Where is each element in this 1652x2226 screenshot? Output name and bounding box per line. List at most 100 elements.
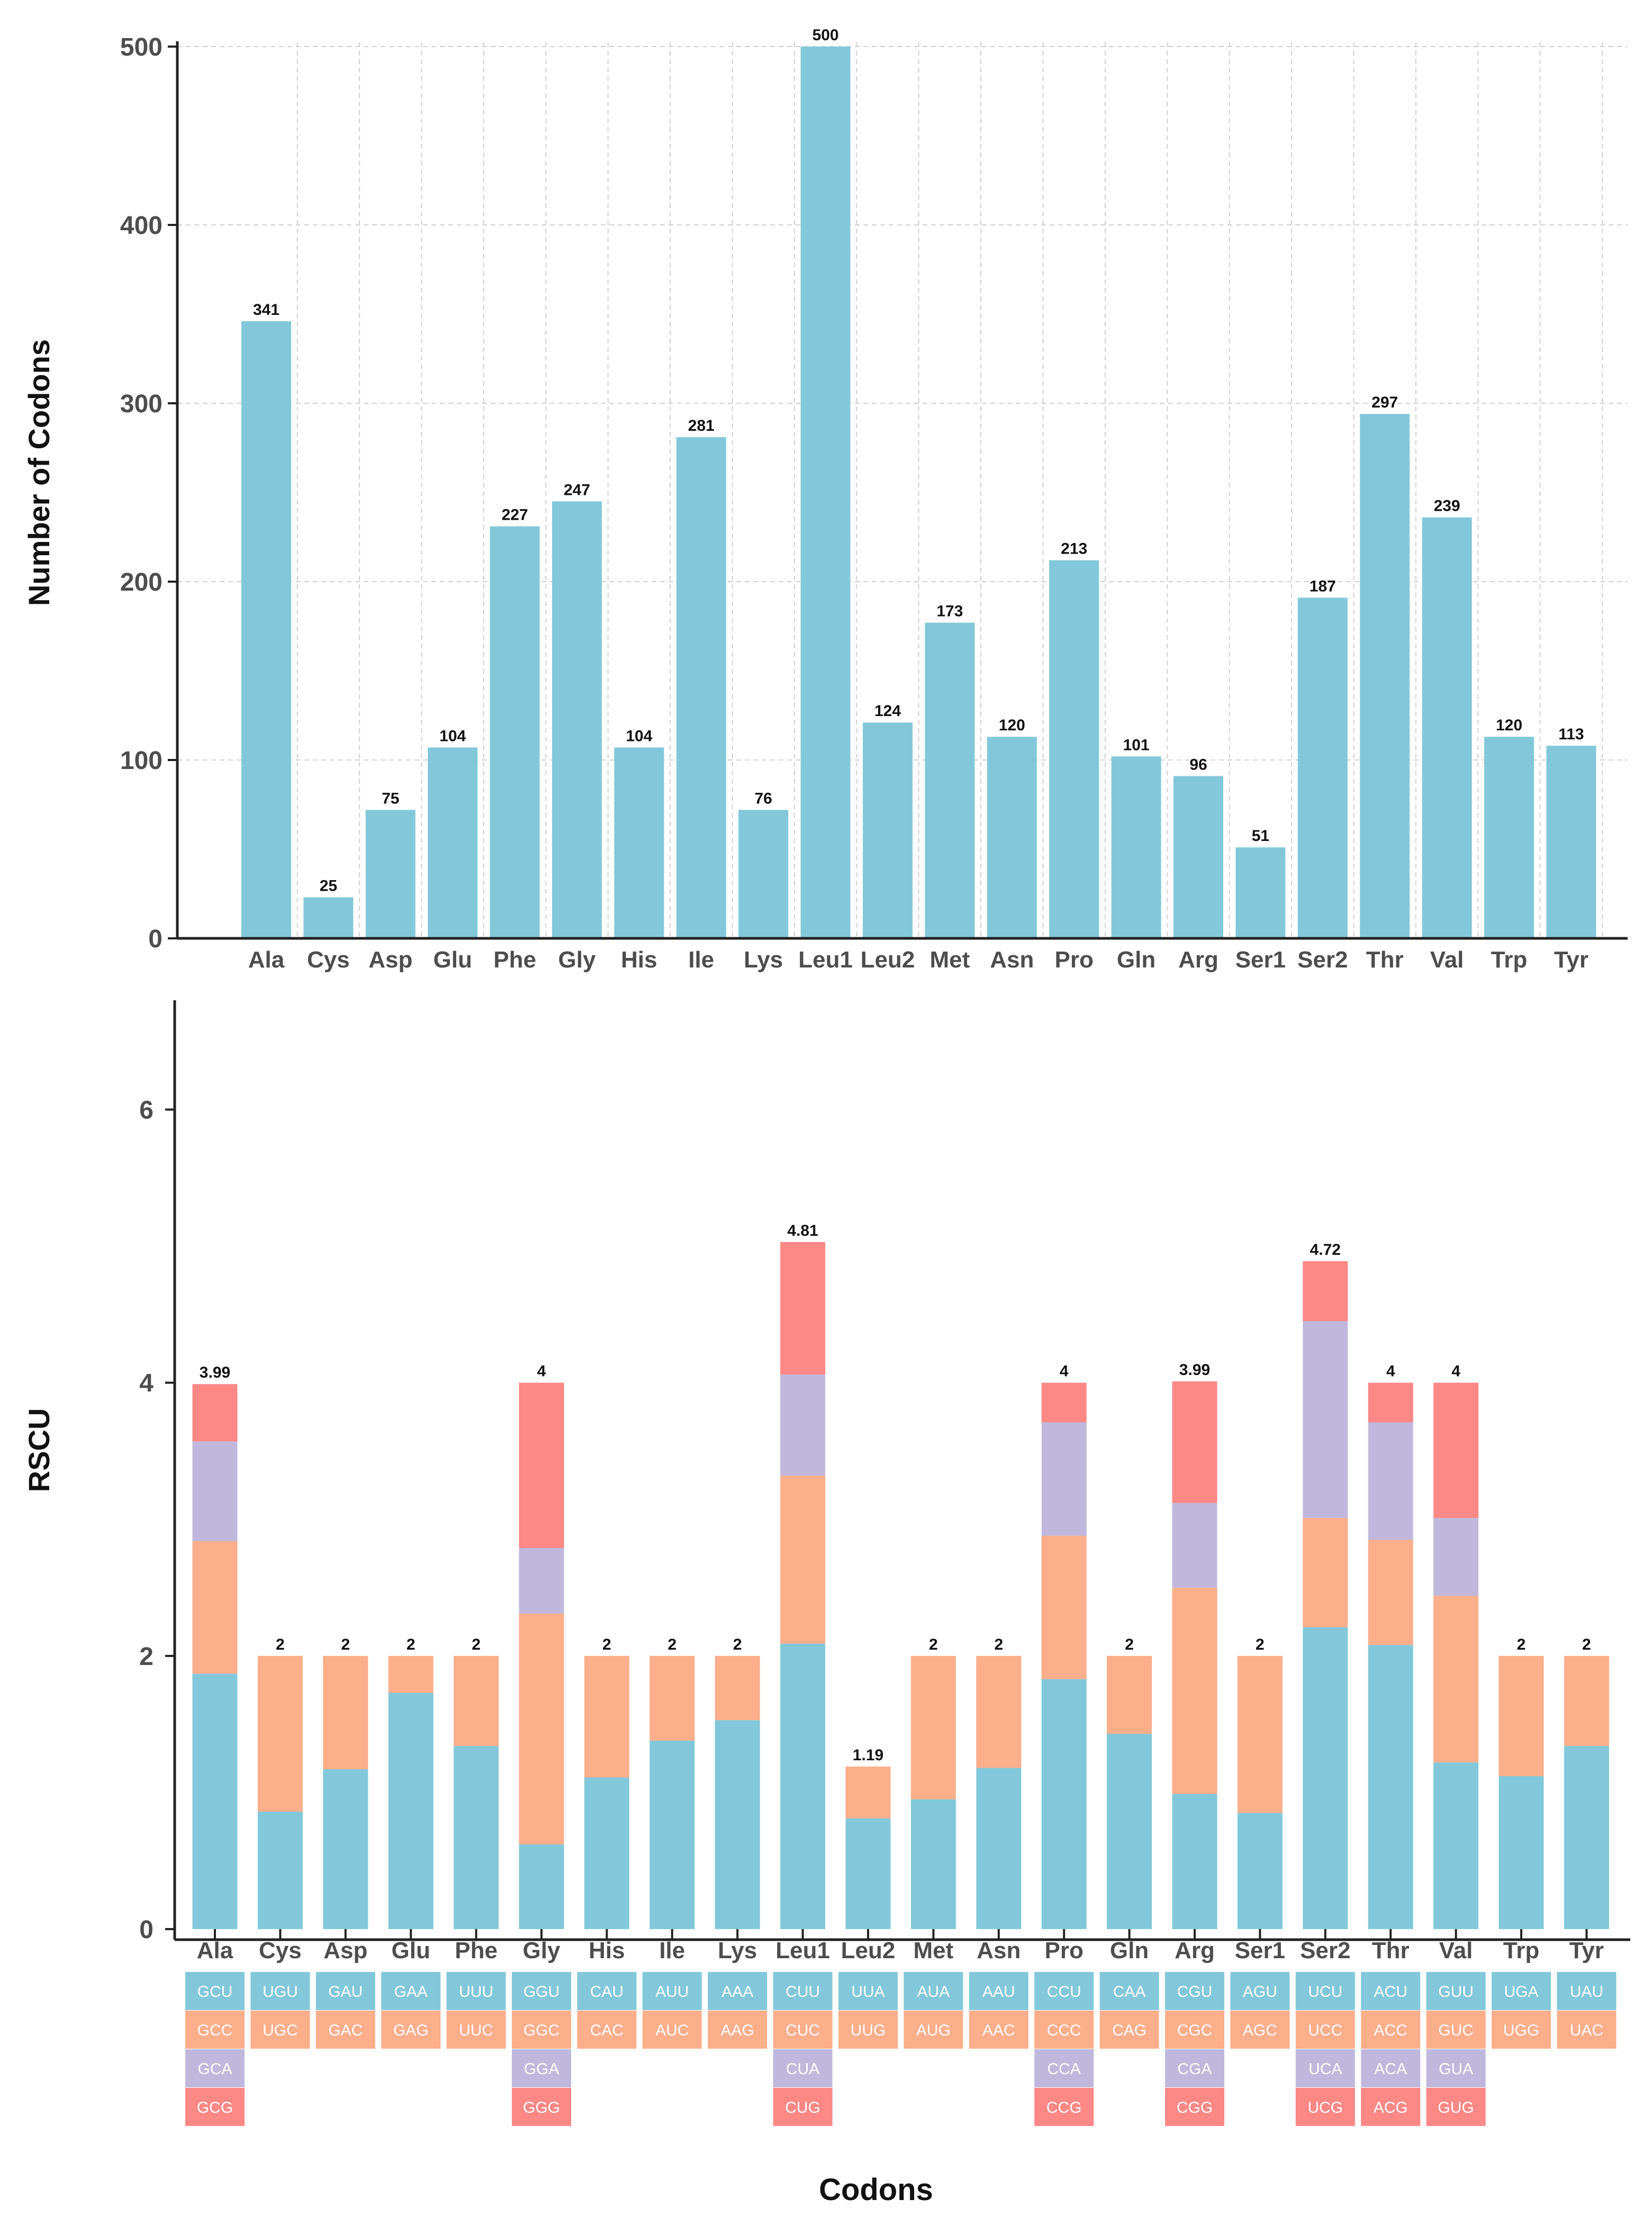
codon-count-bar	[925, 622, 975, 938]
codon-cell	[969, 1972, 1028, 2010]
bar-value-label: 120	[999, 717, 1025, 734]
codon-cell	[773, 2049, 833, 2087]
bottom-axes: Ala Cys Asp Glu Phe Gly His Ile Lys Leu1 Leu2 Met As…	[139, 1000, 1630, 1963]
codon-cell	[642, 2011, 702, 2049]
rscu-total-label: 4.81	[787, 1222, 818, 1239]
codon-label: UUG	[851, 2022, 886, 2039]
top-y-tick-label: 0	[148, 925, 163, 953]
rscu-total-label: 2	[733, 1636, 742, 1653]
bar-value-label: 113	[1558, 726, 1584, 743]
x-tick-label: Leu1	[798, 947, 853, 973]
x-tick-label: Leu2	[861, 947, 915, 973]
x-tick-label: Lys	[718, 1938, 757, 1963]
x-tick-label: Gln	[1117, 947, 1156, 973]
rscu-segment	[192, 1441, 238, 1542]
codon-count-bar	[1049, 560, 1099, 938]
x-tick-label: Val	[1439, 1938, 1473, 1963]
codon-label: UGG	[1503, 2022, 1539, 2039]
rscu-segment	[1237, 1813, 1283, 1929]
x-tick-label: Pro	[1055, 947, 1094, 973]
rscu-total-label: 2	[341, 1636, 350, 1653]
x-tick-label: Phe	[493, 947, 536, 973]
codon-label: AAC	[982, 2022, 1015, 2039]
codon-cell	[1034, 1972, 1094, 2010]
rscu-segment	[1041, 1382, 1087, 1423]
x-tick-label: Tyr	[1569, 1938, 1604, 1963]
codon-label: GAA	[394, 1983, 428, 2001]
bar-value-label: 104	[439, 727, 466, 745]
rscu-segment	[1041, 1679, 1087, 1929]
x-tick-label: Ser2	[1300, 1938, 1350, 1963]
rscu-segment	[1172, 1503, 1217, 1588]
codon-count-bar	[1360, 414, 1410, 938]
codon-label: GUA	[1439, 2060, 1473, 2078]
codon-label: AUA	[917, 1983, 950, 2001]
bar-value-label: 500	[813, 26, 839, 44]
codon-label: UGC	[263, 2022, 298, 2039]
x-tick-label: Asp	[368, 947, 412, 973]
codon-count-bar	[490, 526, 540, 938]
rscu-segment	[519, 1613, 564, 1844]
codon-cell	[1361, 2049, 1421, 2087]
codon-label: UCC	[1308, 2022, 1342, 2039]
rscu-total-label: 4.72	[1310, 1241, 1341, 1259]
codon-count-bar	[987, 737, 1037, 938]
codon-label: UGU	[263, 1983, 298, 2001]
x-tick-label: Gln	[1110, 1938, 1149, 1963]
rscu-segment	[845, 1766, 891, 1818]
codon-label: UUA	[851, 1983, 884, 2001]
top-axes: Ala Cys Asp Glu Phe Gly His Ile Lys Leu1 Leu2 Met As…	[120, 33, 1628, 973]
codon-label: AUU	[655, 1983, 689, 2001]
codon-label: CGU	[1177, 1983, 1213, 2001]
codon-count-bar	[676, 437, 726, 938]
rscu-segment	[1564, 1746, 1609, 1929]
codon-cell	[1361, 1972, 1421, 2010]
rscu-total-label: 2	[1256, 1636, 1265, 1653]
bottom-y-axis-title: RSCU	[22, 1408, 56, 1492]
rscu-segment	[1041, 1535, 1087, 1679]
codon-label: GUG	[1438, 2099, 1474, 2116]
rscu-segment	[454, 1746, 499, 1929]
rscu-segment	[910, 1655, 956, 1799]
rscu-segment	[910, 1799, 956, 1929]
codon-label: CAA	[1113, 1983, 1146, 2001]
codon-label: CGG	[1177, 2099, 1213, 2116]
codon-count-bar	[800, 47, 851, 938]
codon-cell	[1295, 1972, 1355, 2010]
x-tick-label: Ser1	[1235, 947, 1286, 973]
rscu-segment	[519, 1548, 564, 1614]
codon-label: GAU	[328, 1983, 363, 2001]
x-tick-label: Pro	[1045, 1938, 1084, 1963]
rscu-total-label: 4	[1451, 1363, 1460, 1380]
codon-label: UCG	[1307, 2099, 1343, 2116]
codon-label: CCA	[1048, 2060, 1081, 2078]
rscu-total-label: 2	[1125, 1636, 1134, 1653]
codon-count-bar	[1422, 517, 1472, 938]
rscu-chart: 3.99 2 2 2 2 4 2 2 2 4.81 1.19 2 2 4 2 3.99 2 4.72 4 4 2 2 Al…	[22, 1000, 1630, 2207]
codon-cell	[1426, 2049, 1486, 2087]
bottom-y-tick-label: 4	[139, 1370, 154, 1398]
codon-label: AGU	[1243, 1983, 1277, 2001]
rscu-total-label: 2	[472, 1636, 481, 1653]
codon-cell	[185, 2088, 245, 2126]
x-tick-label: Arg	[1178, 947, 1218, 973]
rscu-segment	[1368, 1645, 1413, 1929]
bar-value-label: 104	[626, 727, 652, 745]
rscu-segment	[323, 1769, 368, 1929]
codon-count-bar	[428, 747, 478, 938]
codon-cell	[1557, 2011, 1617, 2049]
codon-cell	[1165, 2049, 1224, 2087]
codon-label: UCA	[1308, 2060, 1342, 2078]
codon-label: CCG	[1046, 2099, 1082, 2116]
x-tick-label: His	[589, 1938, 625, 1963]
codon-label: CUC	[786, 2022, 820, 2039]
bar-value-label: 173	[936, 603, 963, 620]
rscu-segment	[257, 1655, 303, 1812]
codon-label: CAC	[590, 2022, 624, 2039]
bar-value-label: 75	[382, 790, 399, 807]
x-tick-label: Met	[914, 1938, 954, 1963]
top-y-tick-label: 300	[120, 390, 163, 418]
rscu-segment	[715, 1720, 760, 1929]
codon-label: ACA	[1374, 2060, 1407, 2078]
x-tick-label: Asp	[323, 1938, 367, 1963]
